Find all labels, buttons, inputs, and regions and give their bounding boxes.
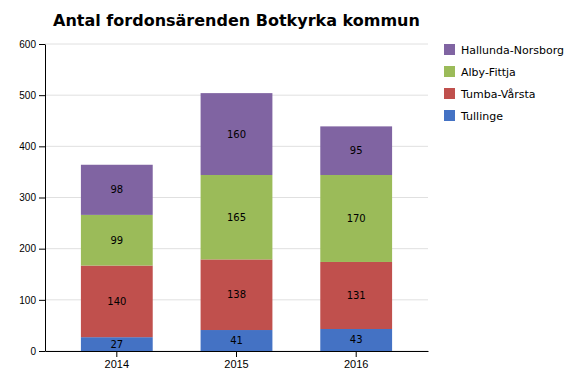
legend-item: Alby-Fittja [444, 66, 516, 79]
y-tick-mark [39, 198, 45, 199]
legend-label: Tumba-Vårsta [460, 88, 536, 101]
x-tick-mark [116, 351, 117, 357]
legend: Hallunda-Norsborg Alby-Fittja Tumba-Vårsta… [444, 44, 564, 123]
y-tick-label: 300 [19, 192, 36, 203]
legend-item: Tumba-Vårsta [444, 88, 536, 101]
y-tick-mark [39, 146, 45, 147]
data-label: 165 [227, 212, 246, 223]
y-tick-label: 200 [19, 243, 36, 254]
bar-segment [81, 165, 153, 215]
y-tick-mark [39, 95, 45, 96]
y-tick: 400 [19, 141, 45, 152]
data-label: 98 [110, 184, 123, 195]
y-tick-label: 500 [19, 90, 36, 101]
legend-swatch [444, 110, 455, 121]
bar-segment [201, 330, 273, 351]
y-tick-mark [39, 249, 45, 250]
legend-swatch [444, 66, 455, 77]
data-labels: 27 41 43 140 138 131 99 165 170 98 160 95 [107, 129, 365, 350]
bar-segment [320, 329, 392, 351]
grid-line [45, 44, 428, 45]
bar-segment [320, 262, 392, 329]
data-label: 138 [227, 289, 246, 300]
plot: 0 100 200 300 400 500 600 2014 2015 2016 27 41 43 140… [19, 39, 428, 370]
x-tick-mark [356, 351, 357, 357]
chart: 0 100 200 300 400 500 600 2014 2015 2016 27 41 43 140… [0, 0, 578, 381]
x-tick-label: 2016 [344, 358, 368, 370]
data-label: 41 [230, 335, 243, 346]
data-label: 160 [227, 129, 246, 140]
y-tick: 0 [30, 346, 45, 357]
y-tick: 600 [19, 39, 45, 50]
data-label: 99 [110, 235, 123, 246]
data-label: 43 [350, 334, 363, 345]
data-label: 140 [107, 296, 126, 307]
x-tick: 2014 [105, 351, 129, 370]
y-tick-label: 600 [19, 39, 36, 50]
data-label: 27 [110, 339, 123, 350]
legend-swatch [444, 88, 455, 99]
legend-label: Tullinge [460, 110, 503, 123]
y-tick-label: 100 [19, 295, 36, 306]
y-tick: 100 [19, 295, 45, 306]
y-axis: 0 100 200 300 400 500 600 [19, 39, 45, 357]
bar-segment [201, 93, 273, 175]
bar-segment [320, 175, 392, 262]
bars [81, 93, 392, 351]
legend-label: Alby-Fittja [461, 66, 516, 79]
y-tick-mark [39, 44, 45, 45]
y-tick-mark [39, 351, 45, 352]
x-axis: 2014 2015 2016 [46, 351, 429, 370]
data-label: 95 [350, 145, 363, 156]
y-axis-line [45, 45, 46, 352]
bar-segment [201, 259, 273, 330]
data-label: 131 [347, 290, 366, 301]
legend-label: Hallunda-Norsborg [461, 44, 564, 57]
title: Antal fordonsärenden Botkyrka kommun [53, 11, 420, 30]
x-tick-label: 2014 [105, 358, 129, 370]
bar-segment [81, 215, 153, 266]
bar-segment [320, 126, 392, 175]
bar-segment [81, 266, 153, 338]
legend-swatch [444, 44, 455, 55]
y-tick: 500 [19, 90, 45, 101]
x-tick: 2015 [224, 351, 248, 370]
x-tick-mark [236, 351, 237, 357]
grid [45, 44, 428, 351]
x-tick-label: 2015 [224, 358, 248, 370]
y-tick: 200 [19, 243, 45, 254]
y-tick: 300 [19, 192, 45, 203]
bar-segment [81, 337, 153, 351]
legend-item: Hallunda-Norsborg [444, 44, 564, 57]
y-tick-label: 400 [19, 141, 36, 152]
data-label: 170 [347, 213, 366, 224]
legend-item: Tullinge [444, 110, 503, 123]
bar-segment [201, 175, 273, 259]
y-tick-label: 0 [30, 346, 36, 357]
y-tick-mark [39, 300, 45, 301]
x-tick: 2016 [344, 351, 368, 370]
